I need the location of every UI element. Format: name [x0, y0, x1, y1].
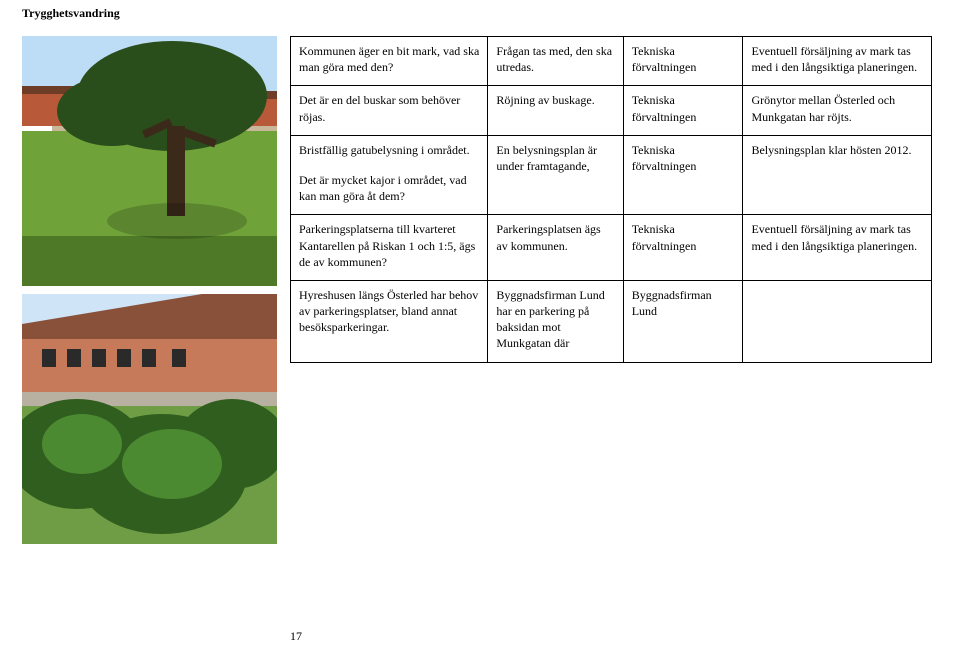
- cell-paragraph: Parkeringsplatsen ägs av kommunen.: [496, 221, 614, 253]
- cell-paragraph: Eventuell försäljning av mark tas med i …: [751, 43, 923, 75]
- table-cell: Tekniska förvaltningen: [623, 37, 743, 86]
- table-cell: Det är en del buskar som behöver röjas.: [291, 86, 488, 135]
- cell-paragraph: Grönytor mellan Österled och Munkgatan h…: [751, 92, 923, 124]
- photo-2: [22, 294, 277, 544]
- cell-paragraph: Tekniska förvaltningen: [632, 43, 735, 75]
- page-header: Trygghetsvandring: [22, 6, 120, 21]
- table-cell: Frågan tas med, den ska utredas.: [488, 37, 623, 86]
- table-cell: [743, 280, 932, 362]
- table-row: Kommunen äger en bit mark, vad ska man g…: [291, 37, 932, 86]
- cell-paragraph: Tekniska förvaltningen: [632, 142, 735, 174]
- table-cell: Eventuell försäljning av mark tas med i …: [743, 215, 932, 281]
- cell-paragraph: Frågan tas med, den ska utredas.: [496, 43, 614, 75]
- table-cell: Byggnadsfirman Lund har en parkering på …: [488, 280, 623, 362]
- cell-paragraph: Byggnadsfirman Lund har en parkering på …: [496, 287, 614, 352]
- photo-1-svg: [22, 36, 277, 286]
- cell-paragraph: Det är en del buskar som behöver röjas.: [299, 92, 479, 124]
- cell-paragraph: Eventuell försäljning av mark tas med i …: [751, 221, 923, 253]
- table-cell: Grönytor mellan Österled och Munkgatan h…: [743, 86, 932, 135]
- table-row: Parkeringsplatserna till kvarteret Kanta…: [291, 215, 932, 281]
- cell-paragraph: Parkeringsplatserna till kvarteret Kanta…: [299, 221, 479, 270]
- table-cell: Tekniska förvaltningen: [623, 215, 743, 281]
- table-cell: Tekniska förvaltningen: [623, 86, 743, 135]
- cell-paragraph: Kommunen äger en bit mark, vad ska man g…: [299, 43, 479, 75]
- cell-paragraph: En belysningsplan är under framtagande,: [496, 142, 614, 174]
- table-row: Det är en del buskar som behöver röjas. R…: [291, 86, 932, 135]
- content-table: Kommunen äger en bit mark, vad ska man g…: [290, 36, 932, 363]
- image-column: [22, 36, 277, 544]
- table-cell: Hyreshusen längs Österled har behov av p…: [291, 280, 488, 362]
- table-cell: Kommunen äger en bit mark, vad ska man g…: [291, 37, 488, 86]
- cell-paragraph: Tekniska förvaltningen: [632, 221, 735, 253]
- page-number: 17: [290, 629, 302, 644]
- table-cell: Parkeringsplatserna till kvarteret Kanta…: [291, 215, 488, 281]
- table-cell: Parkeringsplatsen ägs av kommunen.: [488, 215, 623, 281]
- cell-paragraph: Tekniska förvaltningen: [632, 92, 735, 124]
- table-cell: En belysningsplan är under framtagande,: [488, 135, 623, 215]
- cell-paragraph: Det är mycket kajor i området, vad kan m…: [299, 172, 479, 204]
- cell-paragraph: Byggnadsfirman Lund: [632, 287, 735, 319]
- table-cell: Röjning av buskage.: [488, 86, 623, 135]
- cell-paragraph: Hyreshusen längs Österled har behov av p…: [299, 287, 479, 336]
- table-cell: Eventuell försäljning av mark tas med i …: [743, 37, 932, 86]
- cell-paragraph: Bristfällig gatubelysning i området.: [299, 142, 479, 158]
- table-cell: Byggnadsfirman Lund: [623, 280, 743, 362]
- table-cell: Tekniska förvaltningen: [623, 135, 743, 215]
- photo-2-svg: [22, 294, 277, 544]
- table-cell: Bristfällig gatubelysning i området. Det …: [291, 135, 488, 215]
- table-row: Bristfällig gatubelysning i området. Det …: [291, 135, 932, 215]
- cell-paragraph: Röjning av buskage.: [496, 92, 614, 108]
- table-row: Hyreshusen längs Österled har behov av p…: [291, 280, 932, 362]
- table-cell: Belysningsplan klar hösten 2012.: [743, 135, 932, 215]
- cell-paragraph: Belysningsplan klar hösten 2012.: [751, 142, 923, 158]
- photo-1: [22, 36, 277, 286]
